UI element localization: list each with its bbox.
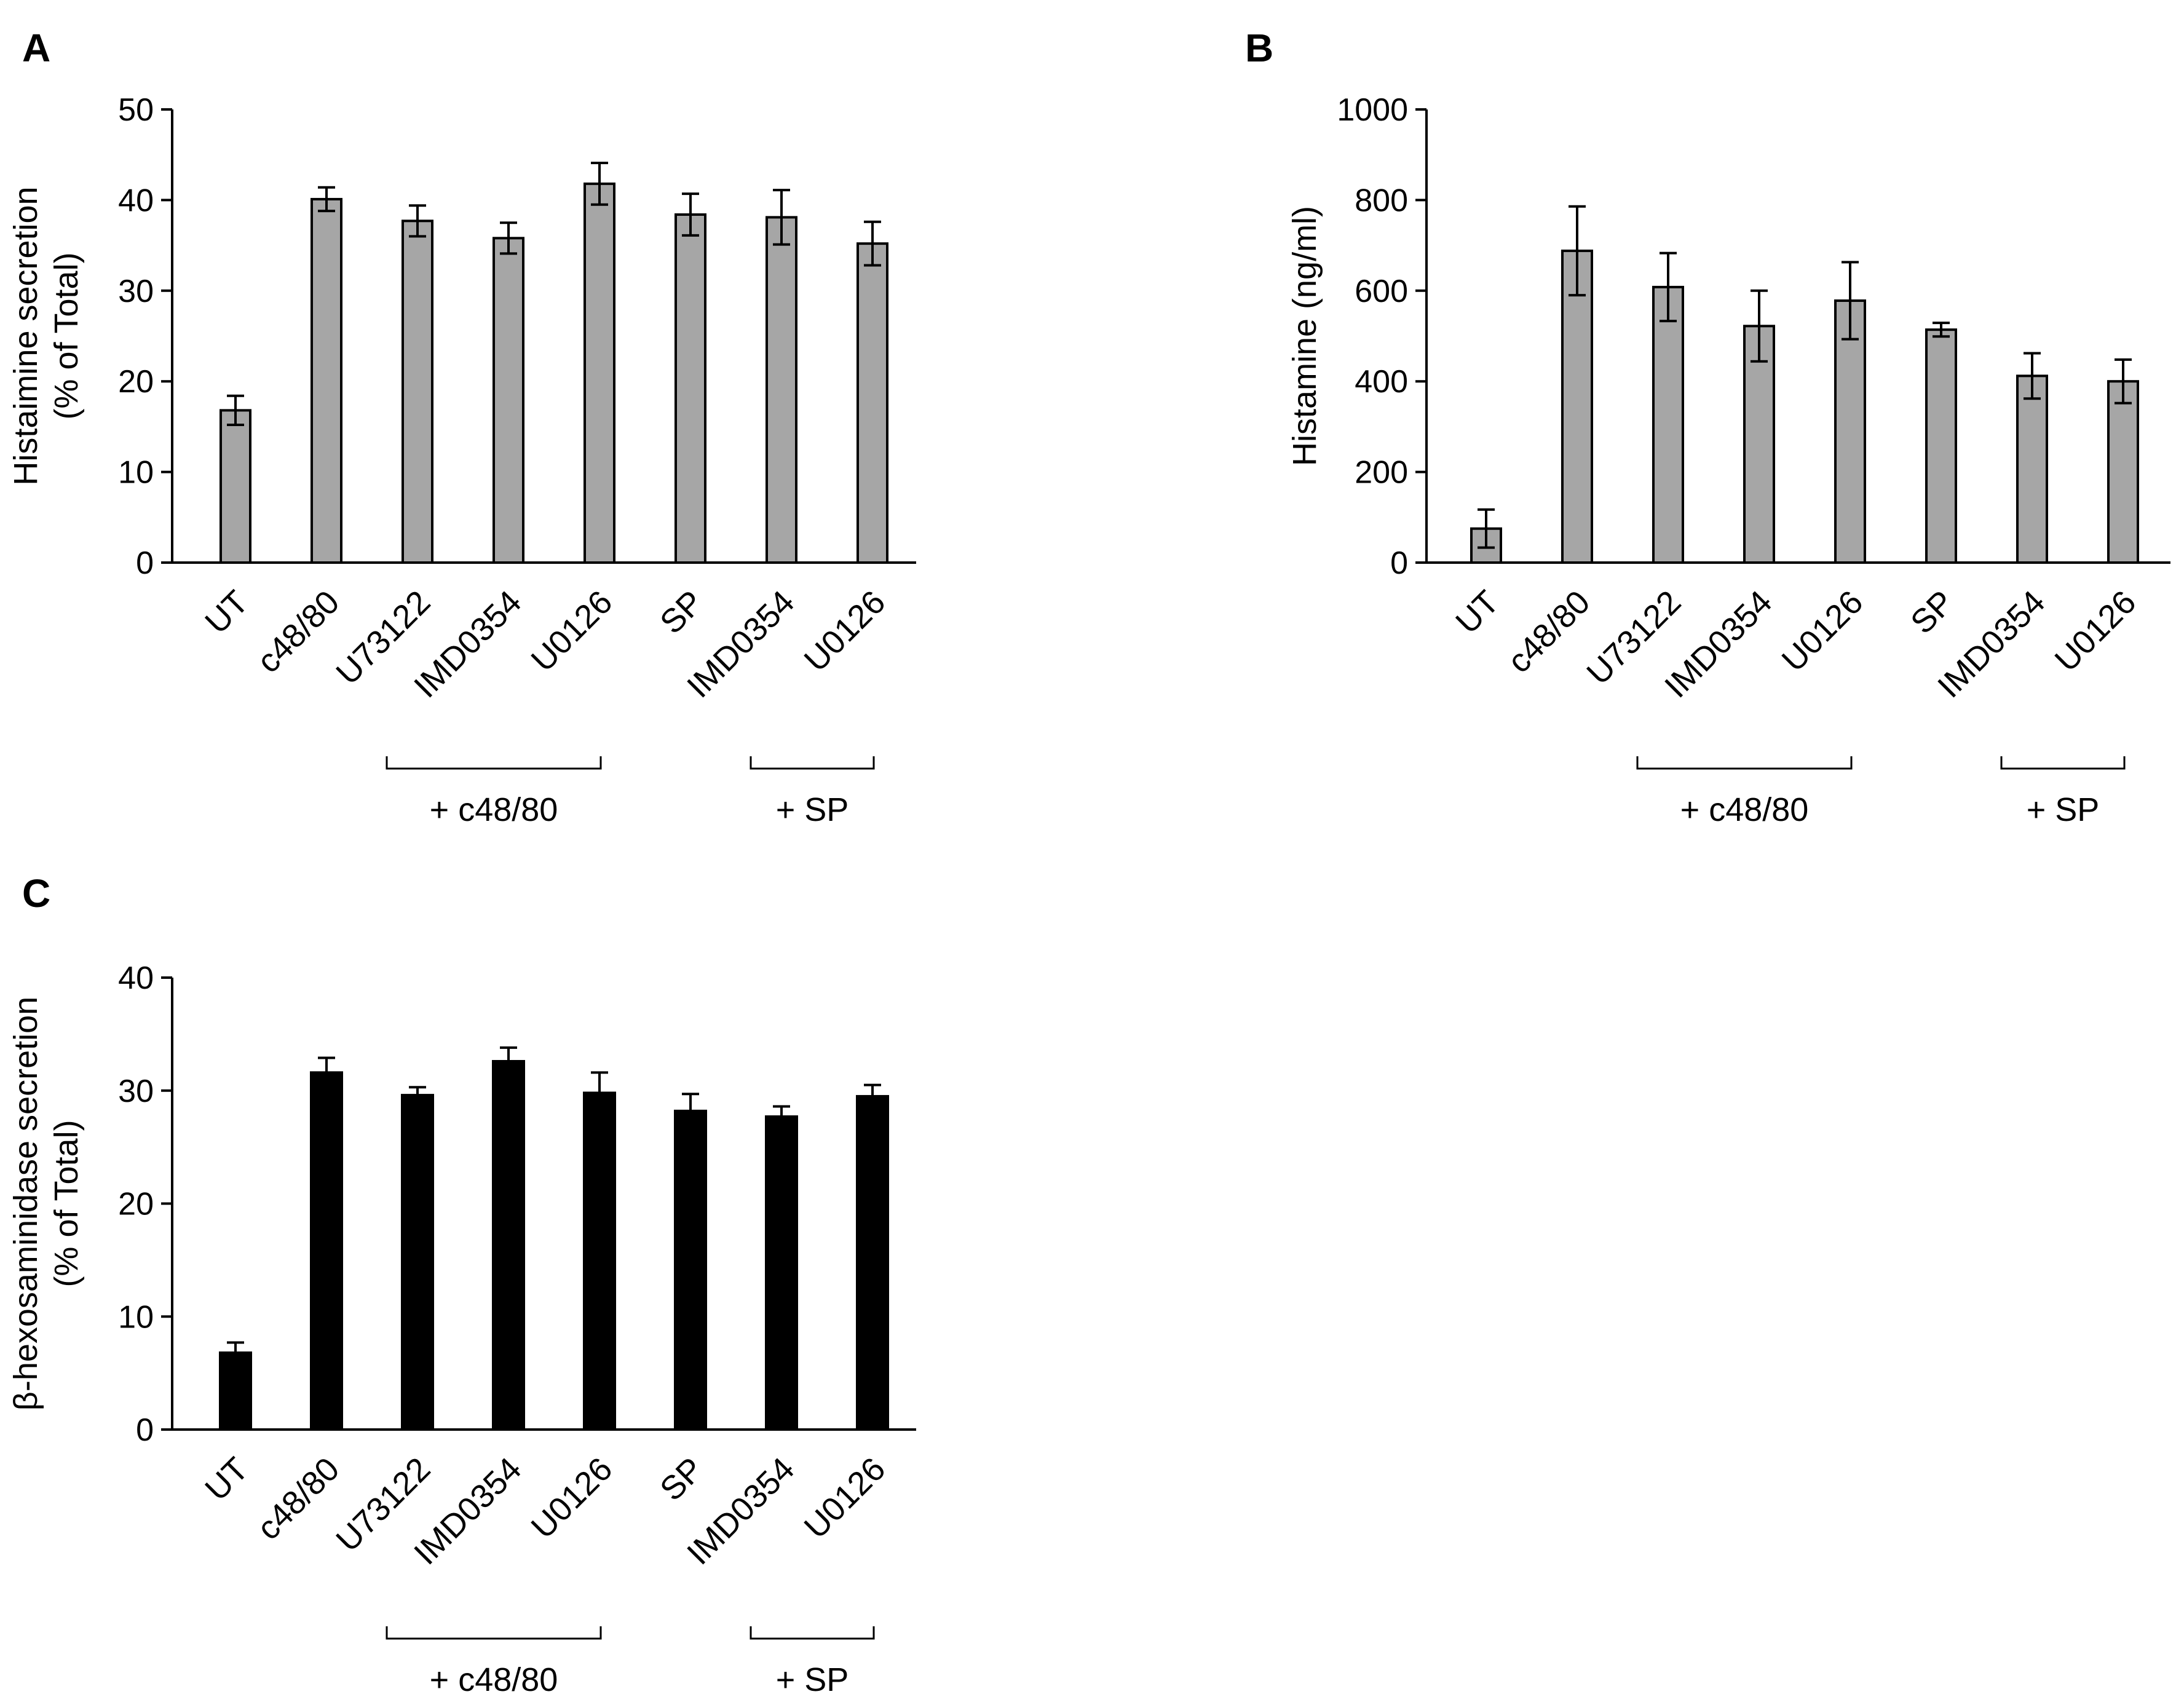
bar [402, 220, 433, 564]
y-axis-title: (% of Total) [48, 1120, 85, 1287]
bar [220, 409, 251, 564]
y-tick-label: 10 [118, 455, 154, 491]
bar [856, 1094, 889, 1431]
bar [310, 1071, 343, 1431]
group-label: + SP [776, 791, 849, 828]
group-label: + c48/80 [430, 791, 558, 828]
y-tick-label: 800 [1355, 183, 1408, 218]
group-label: + c48/80 [1680, 791, 1809, 828]
bar [2016, 374, 2048, 564]
panel-label: C [22, 871, 50, 916]
y-tick-label: 30 [118, 1074, 154, 1109]
y-tick-label: 0 [136, 1412, 154, 1448]
group-label: + SP [776, 1661, 849, 1697]
y-tick-label: 20 [118, 364, 154, 400]
group-bracket [386, 756, 602, 770]
group-bracket [2000, 756, 2126, 770]
y-tick-label: 10 [118, 1299, 154, 1335]
bar [583, 1091, 616, 1431]
group-bracket [750, 756, 875, 770]
bar [675, 213, 706, 564]
group-bracket [386, 1626, 602, 1640]
y-tick-label: 0 [1390, 545, 1408, 581]
y-tick-label: 40 [118, 960, 154, 996]
y-tick-label: 20 [118, 1187, 154, 1222]
y-tick-label: 0 [136, 545, 154, 581]
bar [584, 182, 615, 564]
bar [1834, 299, 1866, 564]
bar [1925, 328, 1957, 564]
panel-label: B [1245, 26, 1273, 70]
bar [765, 1115, 798, 1431]
y-tick-label: 50 [118, 92, 154, 128]
bar [401, 1094, 434, 1431]
bar [1561, 249, 1593, 564]
bar [766, 216, 797, 564]
y-tick-label: 30 [118, 274, 154, 309]
y-tick-label: 200 [1355, 455, 1408, 491]
bar [857, 242, 888, 564]
y-axis-title: (% of Total) [48, 252, 85, 419]
y-tick-label: 600 [1355, 274, 1408, 309]
y-axis-title: β-hexosaminidase secretion [7, 997, 44, 1410]
bar [674, 1109, 707, 1431]
y-axis-title: Histamine (ng/ml) [1286, 206, 1323, 466]
y-tick-label: 400 [1355, 364, 1408, 400]
y-tick-label: 1000 [1337, 92, 1408, 128]
group-bracket [750, 1626, 875, 1640]
bar [493, 237, 524, 564]
group-label: + SP [2027, 791, 2100, 828]
bar [219, 1351, 252, 1431]
panel-label: A [22, 26, 50, 70]
y-tick-label: 40 [118, 183, 154, 218]
group-bracket [1636, 756, 1853, 770]
group-label: + c48/80 [430, 1661, 558, 1697]
bar [1652, 285, 1684, 564]
bar [311, 197, 342, 564]
bar [2107, 380, 2139, 564]
bar [492, 1059, 525, 1431]
y-axis-title: Histaimine secretion [7, 186, 44, 485]
